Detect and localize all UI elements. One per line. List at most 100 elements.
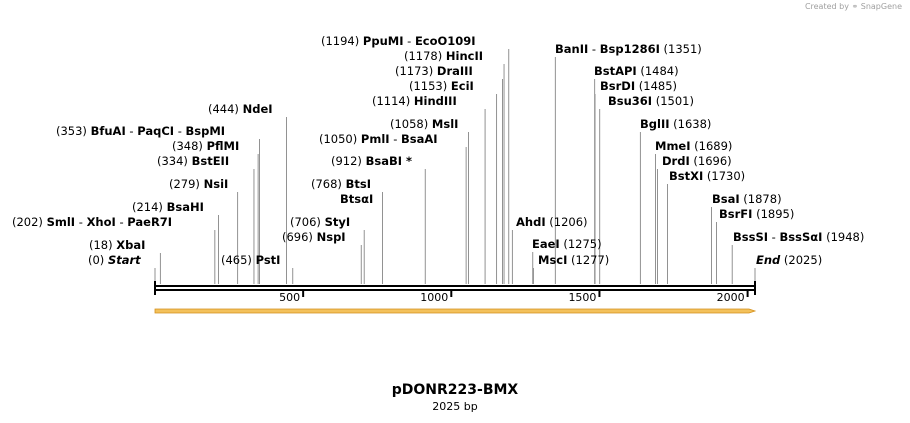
enzyme-name: BsrFI xyxy=(719,207,752,221)
enzyme-name: BsaHI xyxy=(167,200,204,214)
enzyme-name: DrdI xyxy=(662,154,690,168)
site-position: (1895) xyxy=(752,207,794,221)
site-label: Bsu36I (1501) xyxy=(608,94,694,108)
site-bglii[interactable]: BglII (1638) xyxy=(640,117,711,131)
enzyme-separator: - xyxy=(75,215,86,229)
site-label: BssSI - BssSαI (1948) xyxy=(733,230,864,244)
enzyme-name: PstI xyxy=(256,253,281,267)
enzyme-name: BssSαI xyxy=(780,230,823,244)
site-bstapi[interactable]: BstAPI (1484) xyxy=(594,64,679,78)
enzyme-name: HincII xyxy=(446,49,483,63)
enzyme-name: EcoO109I xyxy=(415,34,476,48)
site-draiii[interactable]: (1173) DraIII xyxy=(395,64,473,78)
enzyme-name: BsrDI xyxy=(600,79,635,93)
site-label: BsrFI (1895) xyxy=(719,207,794,221)
site-position: (1638) xyxy=(670,117,712,131)
site-pmli[interactable]: (1050) PmlI - BsaAI xyxy=(319,132,438,146)
site-position: (1696) xyxy=(690,154,732,168)
site-ecii[interactable]: (1153) EciI xyxy=(409,79,474,93)
enzyme-name: PaeR7I xyxy=(127,215,172,229)
site-label: (1194) PpuMI - EcoO109I xyxy=(321,34,476,48)
site-xbai[interactable]: (18) XbaI xyxy=(89,238,145,252)
enzyme-name: BstAPI xyxy=(594,64,637,78)
site-nspi[interactable]: (696) NspI xyxy=(282,230,346,244)
site-label: MscI (1277) xyxy=(538,253,609,267)
site-pflmi[interactable]: (348) PflMI xyxy=(172,139,239,153)
enzyme-name: MslI xyxy=(432,117,459,131)
site-position: (334) xyxy=(157,154,192,168)
enzyme-name: BstXI xyxy=(669,169,703,183)
enzyme-name: SmlI xyxy=(47,215,76,229)
site-connectors xyxy=(154,49,756,284)
enzyme-separator: - xyxy=(174,124,185,138)
site-label: (696) NspI xyxy=(282,230,346,244)
site-label: (348) PflMI xyxy=(172,139,239,153)
site-hindiii[interactable]: (1114) HindIII xyxy=(372,94,457,108)
site-label: EaeI (1275) xyxy=(532,237,602,251)
site-label: (18) XbaI xyxy=(89,238,145,252)
orf-arrow-shape[interactable] xyxy=(154,308,757,314)
site-label: MmeI (1689) xyxy=(655,139,732,153)
site-psti[interactable]: (465) PstI xyxy=(221,253,280,267)
site-bsai[interactable]: BsaI (1878) xyxy=(712,192,782,206)
enzyme-name: EciI xyxy=(451,79,474,93)
site-bsu36i[interactable]: Bsu36I (1501) xyxy=(608,94,694,108)
axis-tick-label: 1000 xyxy=(420,291,448,304)
site-bsahi[interactable]: (214) BsaHI xyxy=(132,200,204,214)
site-position: (0) xyxy=(88,253,108,267)
site-msci[interactable]: MscI (1277) xyxy=(538,253,609,267)
site-position: (214) xyxy=(132,200,167,214)
site-position: (1114) xyxy=(372,94,414,108)
site-hincii[interactable]: (1178) HincII xyxy=(404,49,483,63)
site-smli[interactable]: (202) SmlI - XhoI - PaeR7I xyxy=(12,215,172,229)
enzyme-name: AhdI xyxy=(516,215,546,229)
site-bsrfi[interactable]: BsrFI (1895) xyxy=(719,207,794,221)
enzyme-name: NdeI xyxy=(243,102,273,116)
snapgene-logo-icon: ⚭ xyxy=(851,2,859,11)
site-bsrdi[interactable]: BsrDI (1485) xyxy=(600,79,677,93)
site-msli[interactable]: (1058) MslI xyxy=(390,117,458,131)
enzyme-separator: - xyxy=(403,34,414,48)
enzyme-name: HindIII xyxy=(414,94,457,108)
site-bstxi[interactable]: BstXI (1730) xyxy=(669,169,745,183)
axis-tick-label: 500 xyxy=(279,291,300,304)
site-position: (1484) xyxy=(637,64,679,78)
site-ahdi[interactable]: AhdI (1206) xyxy=(516,215,588,229)
site-position: (18) xyxy=(89,238,116,252)
site-bsabi[interactable]: (912) BsaBI * xyxy=(331,154,412,168)
site-styi[interactable]: (706) StyI xyxy=(290,215,350,229)
site-label: BanII - Bsp1286I (1351) xyxy=(555,42,702,56)
site-ndei[interactable]: (444) NdeI xyxy=(208,102,273,116)
site-bsteii[interactable]: (334) BstEII xyxy=(157,154,229,168)
site-position: (1351) xyxy=(660,42,702,56)
site-drdi[interactable]: DrdI (1696) xyxy=(662,154,732,168)
enzyme-name: PpuMI xyxy=(363,34,404,48)
site-btsi[interactable]: BtsαI xyxy=(340,192,373,206)
site-banii[interactable]: BanII - Bsp1286I (1351) xyxy=(555,42,702,56)
site-position: (202) xyxy=(12,215,47,229)
site-mmei[interactable]: MmeI (1689) xyxy=(655,139,732,153)
site-position: (912) xyxy=(331,154,366,168)
site-nsii[interactable]: (279) NsiI xyxy=(169,177,228,191)
site-end[interactable]: End (2025) xyxy=(756,253,822,267)
site-ppumi[interactable]: (1194) PpuMI - EcoO109I xyxy=(321,34,476,48)
site-btsi[interactable]: (768) BtsI xyxy=(311,177,371,191)
site-position: (1485) xyxy=(635,79,677,93)
site-label: (706) StyI xyxy=(290,215,350,229)
axis-tick-label: 1500 xyxy=(568,291,596,304)
enzyme-name: DraIII xyxy=(437,64,473,78)
site-label: (1058) MslI xyxy=(390,117,458,131)
site-label: (202) SmlI - XhoI - PaeR7I xyxy=(12,215,172,229)
site-label: BglII (1638) xyxy=(640,117,711,131)
site-start[interactable]: (0) Start xyxy=(88,253,141,267)
site-bfuai[interactable]: (353) BfuAI - PaqCI - BspMI xyxy=(56,124,225,138)
site-labels: (0) Start(18) XbaI (202) SmlI - XhoI - Pa… xyxy=(12,34,864,267)
site-label: BsrDI (1485) xyxy=(600,79,677,93)
enzyme-name: Start xyxy=(108,253,141,267)
site-eaei[interactable]: EaeI (1275) xyxy=(532,237,602,251)
enzyme-name: BglII xyxy=(640,117,670,131)
map-subtitle: 2025 bp xyxy=(432,400,478,413)
enzyme-name: BspMI xyxy=(186,124,226,138)
site-bsssi[interactable]: BssSI - BssSαI (1948) xyxy=(733,230,864,244)
